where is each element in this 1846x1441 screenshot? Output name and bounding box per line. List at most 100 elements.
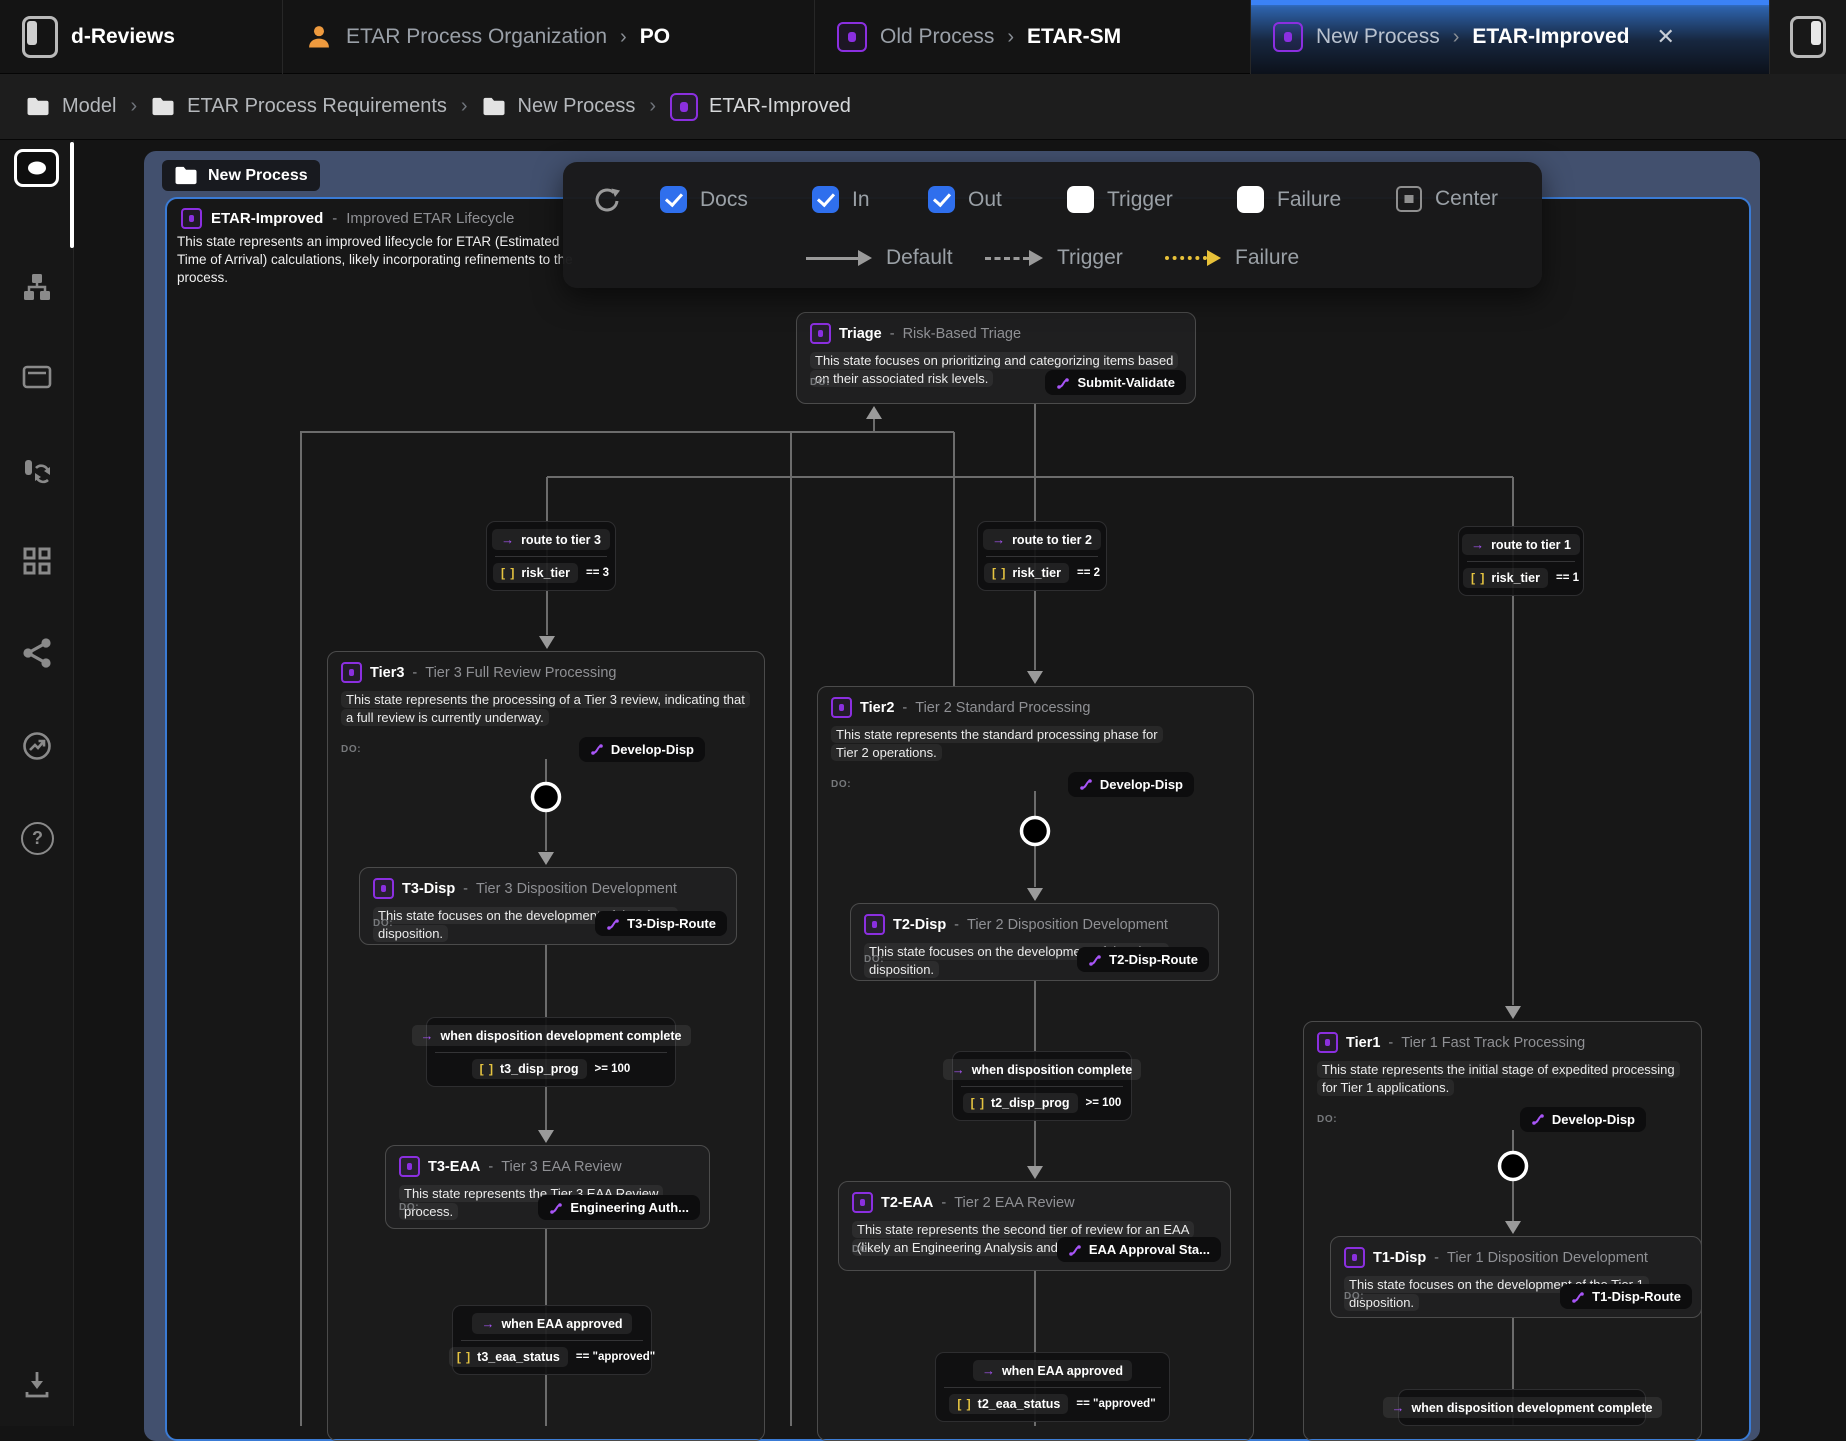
do-action-badge[interactable]: T1-Disp-Route: [1560, 1284, 1692, 1309]
state-description: This state represents the processing of …: [341, 691, 750, 727]
machine-subtitle: Improved ETAR Lifecycle: [346, 210, 515, 227]
do-action-badge[interactable]: Develop-Disp: [1067, 771, 1194, 797]
brackets-icon: [ ]: [479, 1062, 494, 1076]
do-action-badge[interactable]: Engineering Auth...: [538, 1195, 700, 1220]
container-title: New Process: [208, 166, 308, 184]
toolbar-center-button[interactable]: Center: [1396, 186, 1498, 212]
share-icon[interactable]: [21, 637, 53, 669]
transition-route-to-tier-2[interactable]: → route to tier 2 [ ] risk_tier == 2: [977, 521, 1107, 591]
route-icon: [1080, 779, 1092, 791]
do-label: DO:: [373, 918, 394, 929]
toolbar-toggle-failure[interactable]: Failure: [1237, 186, 1341, 213]
do-action-badge[interactable]: Submit-Validate: [1045, 370, 1186, 395]
transition-route-to-tier-1[interactable]: → route to tier 1 [ ] risk_tier == 1: [1458, 526, 1584, 596]
state-icon: [864, 914, 885, 935]
state-icon: [181, 208, 202, 229]
refresh-icon[interactable]: [591, 184, 623, 216]
do-action-badge[interactable]: T3-Disp-Route: [595, 911, 727, 936]
tab-d-reviews[interactable]: d-Reviews: [0, 0, 283, 74]
grid-icon[interactable]: [21, 545, 53, 577]
do-label: DO:: [341, 743, 362, 755]
hierarchy-icon[interactable]: [21, 271, 53, 303]
state-triage[interactable]: Triage - Risk-Based Triage This state fo…: [796, 312, 1196, 404]
route-icon: [1532, 1114, 1544, 1126]
sidebar-item-state-machine-active[interactable]: [14, 149, 59, 187]
state-t3-eaa[interactable]: T3-EAA - Tier 3 EAA Review This state re…: [385, 1145, 710, 1229]
tab-old-process[interactable]: Old Process › ETAR-SM: [815, 0, 1251, 74]
toolbar-toggle-in[interactable]: In: [812, 186, 870, 213]
sidebar-panel-icon: [22, 16, 58, 58]
download-icon[interactable]: [21, 1368, 53, 1400]
transition-route-to-tier-3[interactable]: → route to tier 3 [ ] risk_tier == 3: [486, 521, 616, 591]
panel-icon: [1790, 16, 1826, 58]
transition-t2-disposition-complete[interactable]: → when disposition complete [ ] t2_disp_pr…: [942, 1051, 1142, 1121]
toolbar-toggle-docs[interactable]: Docs: [660, 186, 748, 213]
breadcrumb-item-etar-improved[interactable]: ETAR-Improved: [670, 92, 851, 121]
state-description: This state represents the initial stage …: [1317, 1061, 1685, 1097]
checkbox-failure[interactable]: [1237, 186, 1264, 213]
state-t1-disp[interactable]: T1-Disp - Tier 1 Disposition Development…: [1330, 1236, 1702, 1318]
do-label: DO:: [852, 1244, 873, 1255]
transition-t3-eaa-approved[interactable]: → when EAA approved [ ] t3_eaa_status == "a…: [448, 1305, 655, 1375]
checkbox-out[interactable]: [928, 186, 955, 213]
route-icon: [550, 1202, 563, 1214]
breadcrumb-item-new-process[interactable]: New Process: [482, 95, 635, 118]
brackets-icon: [ ]: [501, 566, 516, 580]
folder-icon: [27, 97, 49, 116]
left-sidebar: ?: [0, 140, 74, 1426]
state-t3-disp[interactable]: T3-Disp - Tier 3 Disposition Development…: [359, 867, 737, 945]
folder-icon: [175, 166, 197, 185]
state-icon: [373, 878, 394, 899]
do-action-badge[interactable]: T2-Disp-Route: [1077, 947, 1209, 972]
trend-icon[interactable]: [21, 730, 53, 762]
brackets-icon: [ ]: [992, 566, 1007, 580]
checkbox-trigger[interactable]: [1067, 186, 1094, 213]
transition-t1-disposition-complete[interactable]: → when disposition development complete: [1382, 1389, 1662, 1426]
brackets-icon: [ ]: [456, 1350, 472, 1364]
machine-header: ETAR-Improved - Improved ETAR Lifecycle: [181, 208, 514, 229]
toolbar-toggle-out[interactable]: Out: [928, 186, 1002, 213]
do-label: DO:: [1344, 1291, 1365, 1302]
tab-etar-process-organization[interactable]: ETAR Process Organization › PO: [283, 0, 815, 74]
do-action-badge[interactable]: Develop-Disp: [578, 736, 705, 762]
transition-arrow-icon: →: [1471, 537, 1485, 552]
breadcrumb: Model › ETAR Process Requirements › New …: [0, 74, 1846, 140]
transition-t2-eaa-approved[interactable]: → when EAA approved [ ] t2_eaa_status == "a…: [935, 1352, 1170, 1422]
transition-arrow-icon: →: [481, 1316, 495, 1331]
center-icon: [1396, 186, 1422, 212]
do-action-badge[interactable]: Develop-Disp: [1519, 1106, 1646, 1132]
display-options-toolbar: Docs In Out Trigger Failure Center Defau…: [563, 162, 1542, 288]
route-icon: [591, 744, 603, 756]
route-icon: [1089, 954, 1101, 966]
transition-arrow-icon: →: [981, 1363, 995, 1378]
folder-icon: [483, 97, 505, 116]
breadcrumb-item-model[interactable]: Model: [26, 95, 116, 118]
state-machine-icon: [837, 22, 867, 52]
route-icon: [1069, 1244, 1081, 1256]
new-process-header[interactable]: New Process: [162, 160, 320, 191]
tab-new-process-active[interactable]: New Process › ETAR-Improved ✕: [1251, 0, 1770, 74]
transition-icon[interactable]: [21, 454, 53, 486]
close-icon[interactable]: ✕: [1656, 24, 1675, 49]
do-action-badge[interactable]: EAA Approval Sta...: [1056, 1237, 1221, 1262]
card-panel-icon[interactable]: [21, 361, 53, 393]
folder-icon: [152, 97, 174, 116]
state-t2-eaa[interactable]: T2-EAA - Tier 2 EAA Review This state re…: [838, 1181, 1231, 1271]
state-t2-disp[interactable]: T2-Disp - Tier 2 Disposition Development…: [850, 903, 1219, 981]
checkbox-in[interactable]: [812, 186, 839, 213]
active-indicator: [70, 142, 74, 248]
help-icon[interactable]: ?: [21, 822, 54, 855]
route-icon: [1057, 377, 1070, 389]
breadcrumb-item-etar-process-requirements[interactable]: ETAR Process Requirements: [151, 95, 447, 118]
state-icon: [831, 697, 852, 718]
toolbar-toggle-trigger[interactable]: Trigger: [1067, 186, 1173, 213]
state-tier1[interactable]: Tier1 - Tier 1 Fast Track Processing Thi…: [1303, 1021, 1702, 1441]
transition-t3-disposition-complete[interactable]: → when disposition development complete […: [411, 1017, 691, 1087]
panel-toggle-button[interactable]: [1770, 0, 1846, 74]
machine-name: ETAR-Improved: [211, 210, 324, 227]
legend-trigger: Trigger: [985, 246, 1123, 270]
do-label: DO:: [1317, 1113, 1338, 1125]
brackets-icon: [ ]: [1471, 571, 1486, 585]
state-icon: [1344, 1247, 1365, 1268]
checkbox-docs[interactable]: [660, 186, 687, 213]
